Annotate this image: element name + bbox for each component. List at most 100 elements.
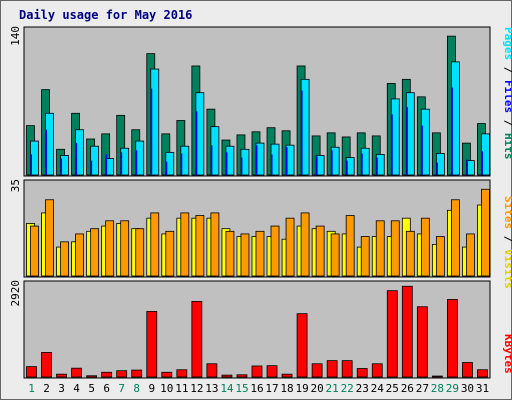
hits-y-max-label: 140 [9,26,22,46]
kbytes-bars [26,285,488,378]
kbytes-bar [161,371,173,378]
day-label: 3 [58,382,65,395]
pages-bar [120,152,123,175]
sites-bar [375,220,385,277]
sites-bar [360,236,370,277]
pages-bar [165,161,168,175]
kbytes-bar [101,371,113,378]
pages-bar [331,150,333,175]
visits-y-max-label: 35 [9,179,22,192]
kbytes-bar [41,352,52,378]
pages-bar [90,160,93,175]
sites-bar [180,212,190,277]
separator-slash-3: / [502,229,512,249]
day-label: 14 [220,382,234,395]
kbytes-bar [71,367,82,378]
day-label: 8 [133,382,140,395]
day-label: 9 [148,382,155,395]
separator-slash-1: / [502,60,512,80]
pages-bar [376,157,378,175]
visits-label: Visits [502,249,512,289]
pages-bar [240,157,243,175]
kbytes-bar [446,299,458,378]
day-label: 25 [386,382,399,395]
sites-bar [75,233,84,277]
sites-bar [405,230,415,277]
day-label: 7 [118,382,125,395]
visits-bars [26,188,490,277]
day-label: 11 [175,382,188,395]
day-label: 24 [371,382,385,395]
hits-axis-title: Pages / Files / Hits [502,27,512,160]
hits-label: Hits [502,133,512,160]
sites-bar [315,225,325,277]
sites-bar [240,233,250,277]
pages-bar [466,159,468,175]
kbytes-bar [416,306,428,378]
kbytes-bar [251,365,263,378]
day-label: 22 [341,382,354,395]
kbytes-bar [206,363,218,378]
kbytes-bar [326,360,338,378]
chart-title: Daily usage for May 2016 [19,8,192,22]
pages-bar [255,145,258,175]
kbytes-bar [86,375,98,378]
kbytes-bar [221,374,233,378]
sites-bar [150,212,160,277]
sites-bar [481,188,490,277]
kbytes-bar [371,363,383,378]
sites-bar [135,228,145,277]
kbytes-bar [462,362,473,378]
sites-bar [330,233,340,277]
kbytes-bar [266,365,278,378]
kbytes-bar [26,366,37,378]
pages-bar [225,152,228,175]
day-label: 6 [103,382,110,395]
pages-bar [421,125,423,175]
sites-bar [60,241,69,277]
day-label: 23 [356,382,369,395]
kbytes-bar [311,363,323,378]
pages-bar [361,153,363,175]
files-bar [90,145,100,176]
hits-bars [26,35,490,176]
pages-bar [60,158,63,175]
kbytes-bar [386,290,398,378]
pages-label: Pages [502,27,512,60]
pages-bar [346,160,348,175]
sites-label: Sites [502,196,512,229]
day-label: 10 [160,382,173,395]
sites-bar [210,212,220,277]
day-label: 21 [326,382,339,395]
sites-bar [466,233,475,277]
sites-bar [390,220,400,277]
sites-bar [300,212,310,277]
kbytes-bar [296,313,308,378]
pages-bar [301,90,303,175]
kbytes-bar [176,369,188,378]
pages-bar [75,143,78,175]
pages-bar [45,129,48,175]
pages-bar [406,107,408,175]
pages-bar [391,114,393,175]
pages-bar [481,151,483,175]
sites-bar [225,230,235,277]
day-label: 28 [431,382,444,395]
kbytes-y-max-label: 2920 [9,280,22,307]
pages-bar [451,87,453,175]
kbytes-bar [356,368,368,378]
kbytes-bar [431,375,443,378]
kbytes-bar [236,374,248,378]
kbytes-axis-title: KBytes [502,334,512,374]
day-label: 19 [295,382,308,395]
day-label: 29 [446,382,459,395]
sites-bar [285,217,295,277]
files-label: Files [502,80,512,113]
kbytes-bar [401,285,413,378]
pages-bar [436,162,438,175]
sites-bar [435,236,445,277]
kbytes-bar [56,373,67,378]
pages-bar [150,88,153,175]
visits-axis-title: Sites / Visits [502,196,512,289]
